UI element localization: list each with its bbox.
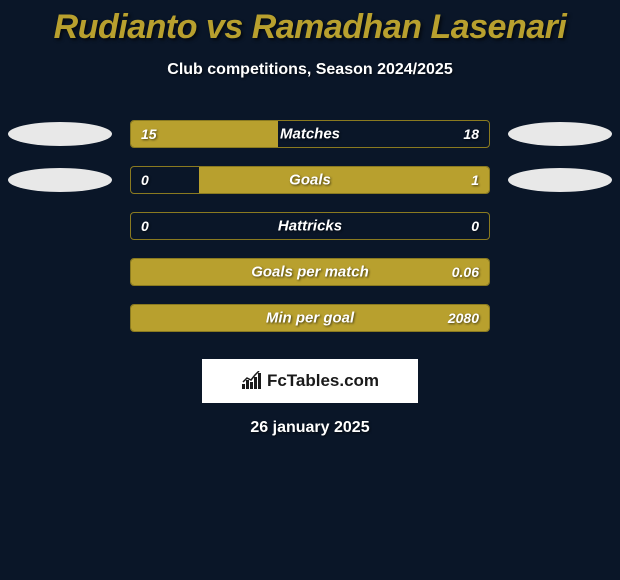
ellipse-icon — [8, 122, 112, 146]
value-right: 18 — [463, 126, 479, 142]
metric-bar: 0 0 Hattricks — [130, 212, 490, 240]
metric-label: Goals — [289, 172, 331, 189]
player-left-badge — [0, 257, 120, 287]
bar-fill-right — [199, 167, 489, 193]
player-left-badge — [0, 303, 120, 333]
player-left-badge — [0, 165, 120, 195]
metric-label: Min per goal — [266, 310, 354, 327]
metric-bar: 2080 Min per goal — [130, 304, 490, 332]
value-left: 15 — [141, 126, 157, 142]
value-right: 0 — [471, 218, 479, 234]
comparison-row: 0.06 Goals per match — [0, 249, 620, 295]
player-left-badge — [0, 119, 120, 149]
player-right-badge — [500, 303, 620, 333]
player-left-badge — [0, 211, 120, 241]
ellipse-icon — [508, 168, 612, 192]
brand-logo-box: FcTables.com — [202, 359, 418, 403]
metric-label: Hattricks — [278, 218, 342, 235]
value-left: 0 — [141, 218, 149, 234]
value-right: 2080 — [448, 310, 479, 326]
metric-label: Matches — [280, 126, 340, 143]
metric-bar: 0.06 Goals per match — [130, 258, 490, 286]
player-right-badge — [500, 257, 620, 287]
chart-icon — [241, 371, 263, 391]
metric-bar: 15 18 Matches — [130, 120, 490, 148]
subtitle: Club competitions, Season 2024/2025 — [0, 61, 620, 79]
comparison-row: 2080 Min per goal — [0, 295, 620, 341]
player-right-badge — [500, 211, 620, 241]
player-right-badge — [500, 165, 620, 195]
date-text: 26 january 2025 — [0, 419, 620, 437]
value-left: 0 — [141, 172, 149, 188]
comparison-row: 0 0 Hattricks — [0, 203, 620, 249]
metric-bar: 0 1 Goals — [130, 166, 490, 194]
comparison-rows: 15 18 Matches 0 1 Goals 0 0 Hattricks 0.06 Goals p… — [0, 111, 620, 341]
player-right-badge — [500, 119, 620, 149]
brand-text: FcTables.com — [267, 371, 379, 391]
value-right: 0.06 — [452, 264, 479, 280]
page-title: Rudianto vs Ramadhan Lasenari — [0, 0, 620, 47]
comparison-row: 15 18 Matches — [0, 111, 620, 157]
metric-label: Goals per match — [251, 264, 369, 281]
ellipse-icon — [508, 122, 612, 146]
comparison-row: 0 1 Goals — [0, 157, 620, 203]
ellipse-icon — [8, 168, 112, 192]
value-right: 1 — [471, 172, 479, 188]
